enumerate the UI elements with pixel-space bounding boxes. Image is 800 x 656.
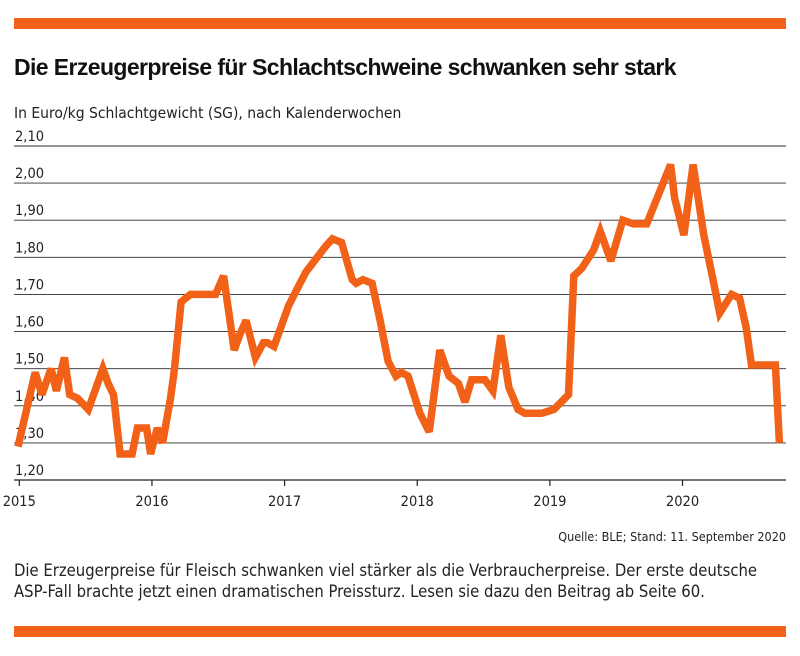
source-note: Quelle: BLE; Stand: 11. September 2020	[558, 529, 786, 544]
price-series	[14, 163, 784, 458]
y-tick-label: 1,90	[15, 203, 44, 219]
x-tick-label: 2016	[135, 494, 168, 510]
x-tick-label: 2015	[3, 494, 36, 510]
x-tick-label: 2018	[401, 494, 434, 510]
x-tick-label: 2020	[666, 494, 699, 510]
y-tick-label: 1,80	[15, 240, 44, 256]
top-accent-bar	[14, 18, 786, 29]
x-tick-label: 2017	[268, 494, 301, 510]
price-line	[14, 163, 784, 458]
caption-text: Die Erzeugerpreise für Fleisch schwanken…	[14, 561, 758, 601]
x-tick-label: 2019	[533, 494, 566, 510]
y-tick-label: 2,00	[15, 166, 44, 182]
y-tick-label: 1,60	[15, 315, 44, 331]
y-tick-label: 2,10	[15, 129, 44, 145]
y-tick-label: 1,20	[15, 463, 44, 479]
chart-title: Die Erzeugerpreise für Schlachtschweine …	[14, 54, 677, 80]
x-axis: 2015 2016 2017 2018 2019 2020	[3, 479, 786, 510]
y-tick-label: 1,70	[15, 277, 44, 293]
y-tick-label: 1,50	[15, 352, 44, 368]
chart-subtitle: In Euro/kg Schlachtgewicht (SG), nach Ka…	[14, 104, 402, 122]
bottom-accent-bar	[14, 626, 786, 637]
